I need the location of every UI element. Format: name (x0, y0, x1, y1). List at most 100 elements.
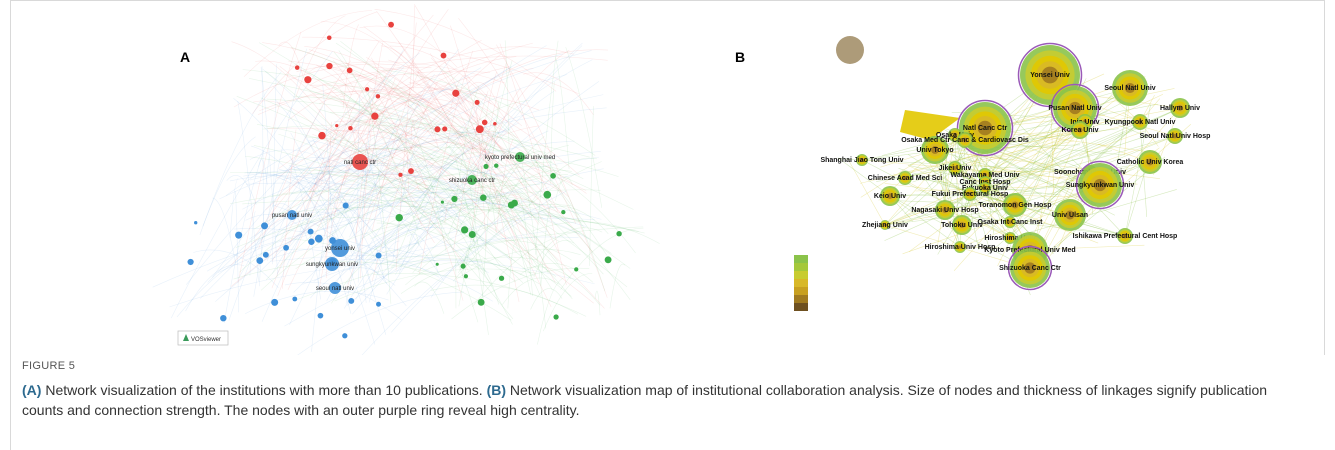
edge (186, 265, 245, 311)
node-label: shizuoka canc ctr (449, 178, 495, 184)
node-label: Fukui Prefectural Hosp (932, 191, 1009, 198)
node-dot (464, 274, 468, 278)
node-dot (308, 239, 314, 245)
node-dot (256, 257, 263, 264)
edge (273, 64, 277, 264)
node-dot (308, 229, 314, 235)
node-dot (408, 168, 414, 174)
node-dot (342, 333, 347, 338)
node-dot (315, 235, 323, 243)
node-dot (605, 256, 612, 263)
node-dot (511, 200, 518, 207)
figure-panels: natl canc ctr yonsei univ sungkyunkwan uni… (0, 0, 1335, 355)
edge (292, 292, 464, 355)
node-label: Tohoku Univ (941, 222, 983, 229)
node-label: Osaka Med Ctr Canc & Cardiovasc Dis (901, 137, 1029, 144)
edge (213, 198, 236, 263)
year-legend (794, 255, 808, 311)
node-dot (550, 173, 556, 179)
node-label: Keio Univ (874, 193, 906, 200)
node-dot (451, 196, 457, 202)
edge (234, 64, 399, 107)
node-dot (482, 120, 488, 126)
node-dot (347, 68, 353, 74)
node-dot (434, 126, 440, 132)
node-dot (326, 63, 332, 69)
node-dot (348, 298, 354, 304)
node-label: Nagasaki Univ Hosp (911, 207, 978, 214)
node-dot (480, 194, 487, 201)
node-dot (441, 201, 444, 204)
edge (273, 86, 339, 216)
edge (532, 222, 660, 244)
node-label: Pusan Natl Univ (1048, 105, 1101, 112)
node-label: Korea Univ (1062, 127, 1099, 134)
node-label: Jikei Univ (939, 165, 972, 172)
node-dot (235, 232, 242, 239)
node-label: Seoul Natl Univ (1104, 85, 1155, 92)
node-dot (376, 253, 382, 259)
node-dot (499, 276, 504, 281)
node-label: natl canc ctr (344, 160, 376, 166)
node-dot (561, 210, 565, 214)
node-dot (318, 313, 324, 319)
edge (284, 231, 547, 326)
node-dot (220, 315, 226, 321)
caption-ref: (B) (487, 382, 506, 398)
node-dot (483, 164, 488, 169)
node-dot (478, 299, 485, 306)
node-label: Toranomon Gen Hosp (979, 202, 1052, 209)
node-label: Zhejiang Univ (862, 222, 908, 229)
node-label: Ishikawa Prefectural Cent Hosp (1073, 233, 1178, 240)
node-dot (292, 297, 297, 302)
node-dot (461, 226, 468, 233)
node-dot (188, 259, 194, 265)
node-label: Univ Ulsan (1052, 212, 1088, 219)
node-dot (469, 231, 476, 238)
node-label: Seoul Natl Univ Hosp (1140, 133, 1211, 140)
panel-label: A (180, 49, 190, 65)
node-dot (327, 35, 332, 40)
edge (543, 274, 592, 332)
node-dot (476, 125, 484, 133)
node-label: seoul natl univ (316, 286, 354, 292)
rule (10, 355, 11, 450)
node-label: Yonsei Univ (1030, 72, 1070, 79)
node-dot (441, 53, 447, 59)
node-label: Osaka Int Canc Inst (978, 219, 1044, 226)
panel-label: B (735, 49, 745, 65)
node-dot (475, 100, 480, 105)
node-dot (194, 221, 197, 224)
caption: (A) Network visualization of the institu… (22, 380, 1302, 420)
node-label: yonsei univ (325, 246, 355, 252)
node-dot (371, 113, 378, 120)
cluster-shape (836, 36, 864, 64)
node-dot (461, 264, 466, 269)
node-dot (344, 204, 347, 207)
node-dot (318, 132, 325, 139)
node-dot (283, 245, 289, 251)
node-label: Chinese Acad Med Sci (868, 175, 942, 182)
node-dot (616, 231, 621, 236)
node-label: Catholic Univ Korea (1117, 159, 1184, 166)
node-dot (376, 302, 381, 307)
node-dot (436, 263, 439, 266)
edge (610, 264, 625, 308)
edge (452, 268, 590, 319)
node-dot (304, 76, 311, 83)
node-dot (493, 122, 497, 126)
figure-label: FIGURE 5 (22, 360, 75, 372)
edge (200, 137, 256, 235)
caption-text: Network visualization of the institution… (41, 382, 486, 398)
node-label: Hallym Univ (1160, 105, 1200, 112)
node-dot (553, 314, 558, 319)
node-dot (543, 191, 551, 199)
node-label: sungkyunkwan univ (306, 262, 358, 268)
node-label: kyoto prefectural univ med (485, 155, 555, 161)
node-dot (452, 90, 459, 97)
node-dot (442, 126, 447, 131)
edge (595, 291, 600, 315)
node-dot (271, 299, 278, 306)
node-dot (335, 124, 338, 127)
node-dot (263, 252, 269, 258)
